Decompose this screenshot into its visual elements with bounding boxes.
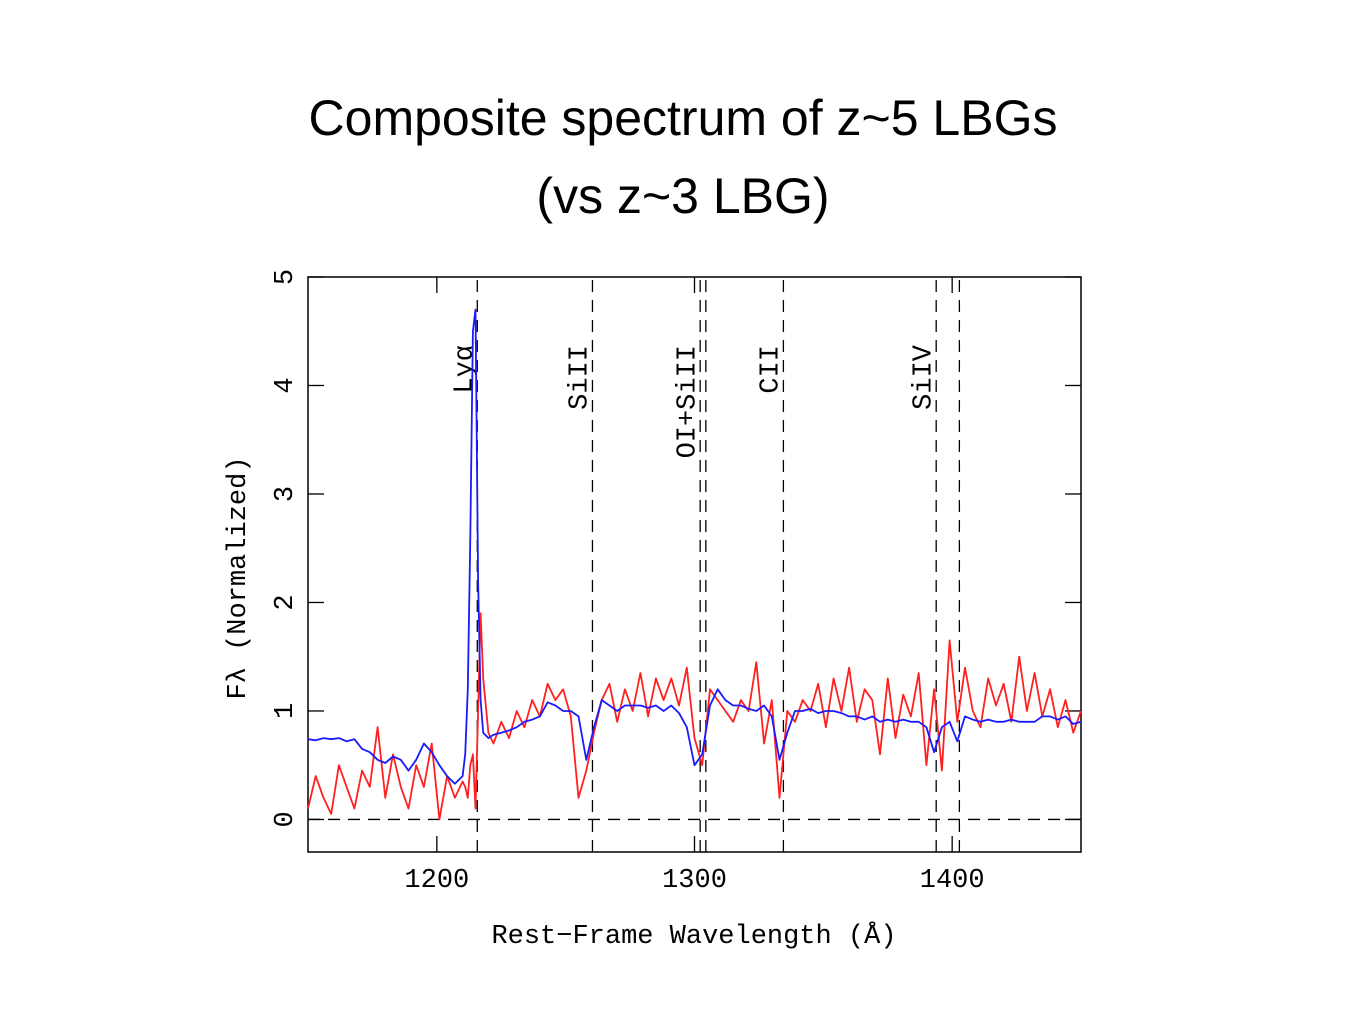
- y-tick-label: 4: [271, 377, 301, 393]
- feature-label: SiIV: [909, 344, 939, 410]
- chart-subtitle: (vs z~3 LBG): [536, 168, 829, 224]
- x-tick-label: 1400: [920, 866, 985, 896]
- spectrum-line: [307, 308, 1082, 785]
- x-tick-label: 1200: [404, 866, 469, 896]
- chart-title: Composite spectrum of z~5 LBGs: [309, 90, 1058, 146]
- x-axis-label: Rest−Frame Wavelength (Å): [491, 921, 896, 952]
- y-tick-label: 2: [271, 594, 301, 610]
- y-axis-label: Fλ (Normalized): [224, 456, 254, 699]
- y-tick-label: 1: [271, 703, 301, 719]
- x-tick-label: 1300: [662, 866, 727, 896]
- y-tick-label: 0: [271, 811, 301, 827]
- y-tick-label: 5: [271, 269, 301, 285]
- feature-label: OI+SiII: [673, 345, 703, 458]
- feature-label: CII: [757, 345, 787, 394]
- feature-label: SiII: [566, 345, 596, 410]
- spectrum-line: [307, 612, 1082, 821]
- y-tick-label: 3: [271, 486, 301, 502]
